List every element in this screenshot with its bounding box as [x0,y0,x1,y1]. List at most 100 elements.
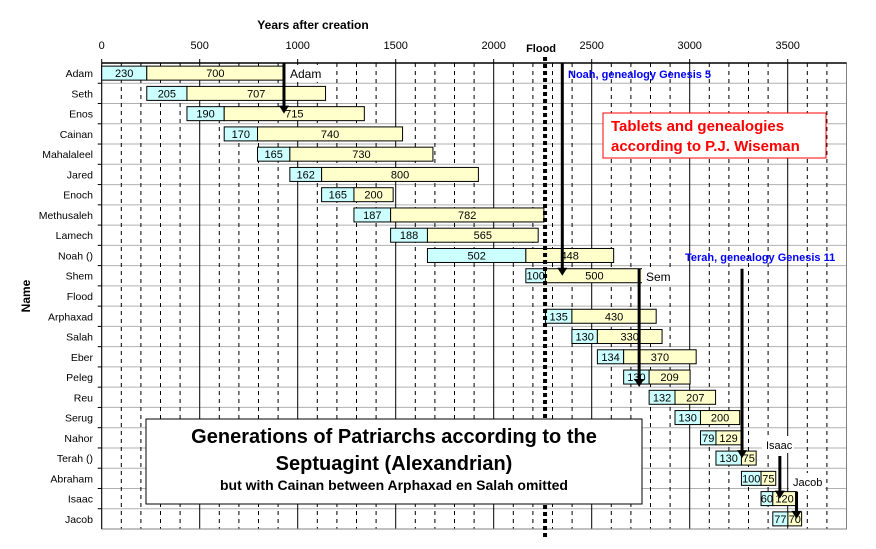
arrow-label-background [762,436,794,453]
bar-label-before-son: 77 [774,514,786,526]
bar-after-son [623,349,697,365]
row-label: Mahalaleel [42,149,93,161]
bar-after-son [353,187,394,203]
row-label: Nahor [64,433,93,445]
arrow-label: Isaac [766,440,793,452]
bar-label-before-son: 132 [653,392,671,404]
bar-label-after-son: 730 [352,149,370,161]
bar-label-after-son: 75 [762,473,774,485]
bar-label-after-son: 448 [561,250,579,262]
bar-after-son [321,166,479,182]
bar-after-son [571,308,657,324]
bar-label-after-son: 740 [321,129,339,141]
arrow-label: Terah, genealogy Genesis 11 [685,252,835,264]
row-label: Salah [66,332,93,344]
bar-after-son [674,389,717,405]
arrow-label: Sem [646,270,671,284]
bar-after-son [740,450,757,466]
row-label: Flood [67,291,93,303]
bar-after-son [223,106,365,122]
row-labels: Adam Seth Enos Cainan Mahalaleel Jared Enoch Me… [39,68,94,526]
bar-label-before-son: 100 [526,271,544,283]
x-tick-label: 3000 [677,40,701,52]
arrow-head-icon [774,490,785,499]
bar-label-after-son: 330 [621,332,639,344]
x-tick-label: 3500 [775,40,799,52]
x-tick-label: 500 [191,40,209,52]
bar-label-before-son: 502 [467,250,485,262]
note-line-2: according to P.J. Wiseman [611,138,800,155]
y-axis-title: Name [19,279,33,312]
x-tick-label: 1500 [383,40,407,52]
bar-label-before-son: 135 [549,311,567,323]
x-tick-label: 2000 [481,40,505,52]
row-label: Arphaxad [48,311,93,323]
bar-label-after-son: 209 [660,372,678,384]
bar-label-after-son: 715 [285,109,303,121]
bar-after-son [648,369,691,385]
chart-subtitle: but with Cainan between Arphaxad en Sala… [220,477,568,493]
arrow-label: Adam [290,67,321,81]
bar-label-after-son: 70 [789,514,801,526]
x-tick-label: 0 [99,40,105,52]
bar-label-before-son: 100 [742,473,760,485]
x-tick-label: 2500 [579,40,603,52]
title-box: Generations of Patriarchs according to t… [145,418,643,505]
bar-after-son [525,247,615,263]
note-line-1: Tablets and genealogies [611,118,784,135]
x-ticks: 0 500 1000 1500 2000 2500 3000 3500 [99,40,800,63]
bar-after-son [596,329,663,345]
bar-label-after-son: 129 [719,433,737,445]
bar-label-before-son: 134 [601,352,619,364]
bar-label-before-son: 130 [679,413,697,425]
bar-label-after-son: 430 [605,311,623,323]
bar-label-after-son: 200 [711,413,729,425]
bar-label-before-son: 205 [158,88,176,100]
arrow-label-background [286,65,328,82]
chart-title-line-2: Septuagint (Alexandrian) [276,453,513,475]
bar-label-after-son: 500 [585,271,603,283]
arrow-head-icon [278,105,289,114]
bar-label-after-son: 565 [474,230,492,242]
arrow-head-icon [557,267,568,276]
bar-label-before-son: 60 [761,494,773,506]
bar-label-before-son: 79 [702,433,714,445]
bar-label-before-son: 187 [363,210,381,222]
wiseman-note-box: Tablets and genealogies according to P.J… [602,112,827,159]
row-label: Enos [69,109,93,121]
bar-after-son [699,410,741,426]
bar-after-son [186,85,327,101]
bar-after-son [289,146,434,162]
bar-label-before-son: 170 [232,129,250,141]
arrow-head-icon [791,510,802,519]
row-label: Noah () [58,250,93,262]
bar-label-after-son: 207 [686,392,704,404]
x-tick-label: 1000 [285,40,309,52]
row-label: Shem [66,271,94,283]
row-label: Serug [65,413,93,425]
bar-label-after-son: 782 [458,210,476,222]
row-label: Reu [74,392,93,404]
bar-label-before-son: 190 [196,109,214,121]
bar-label-after-son: 700 [206,68,224,80]
row-label: Peleg [66,372,93,384]
arrow-label: Jacob [793,477,822,489]
row-label: Cainan [60,129,93,141]
bar-label-before-son: 165 [329,190,347,202]
bar-label-after-son: 370 [651,352,669,364]
bars: 230 700 205 707 190 715 170 740 165 730 162 800 165 2… [101,65,803,527]
bar-label-before-son: 165 [265,149,283,161]
bar-label-before-son: 162 [297,169,315,181]
arrow-label-background [642,268,676,285]
flood-label: Flood [526,43,556,55]
row-label: Methusaleh [39,210,93,222]
bar-label-after-son: 75 [743,453,755,465]
row-label: Isaac [68,494,93,506]
bar-label-after-son: 800 [391,169,409,181]
bar-label-before-son: 130 [575,332,593,344]
bar-label-before-son: 188 [400,230,418,242]
arrow-label-background [789,473,825,490]
row-label: Seth [71,88,93,100]
bar-label-after-son: 707 [247,88,265,100]
row-label: Abraham [50,473,93,485]
